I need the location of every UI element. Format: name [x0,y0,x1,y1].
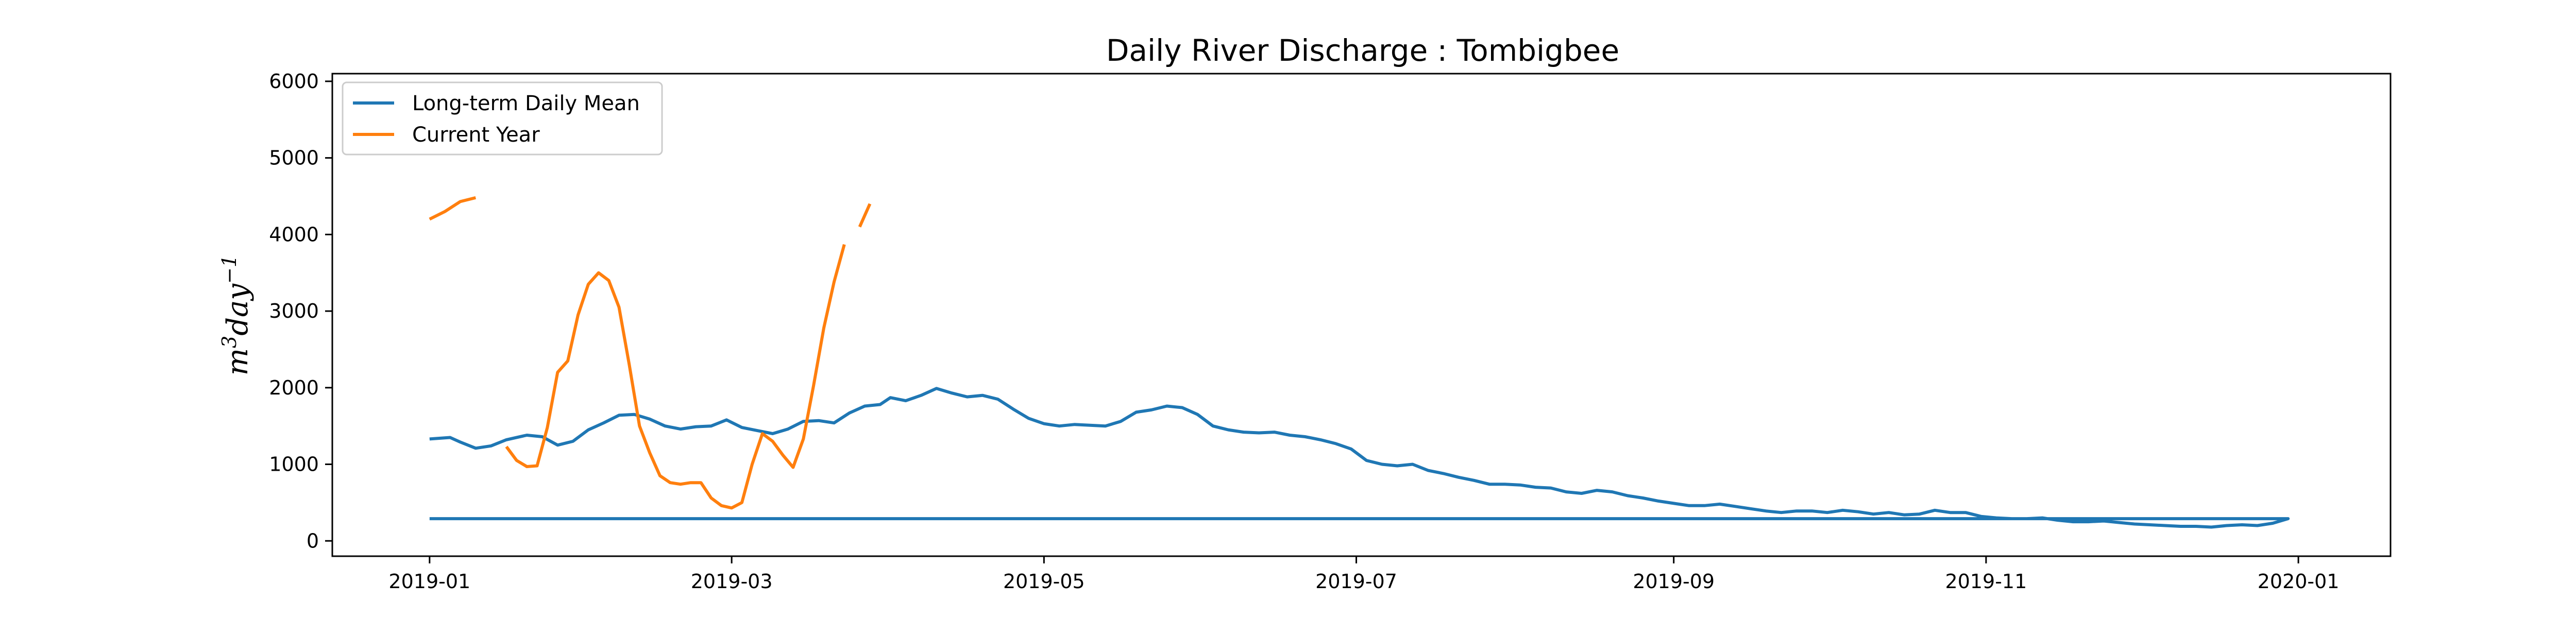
x-tick-label: 2019-05 [1003,570,1085,593]
x-tick-label: 2019-03 [691,570,773,593]
y-tick-label: 6000 [269,70,319,93]
legend-label-current: Current Year [412,123,540,147]
chart-title: Daily River Discharge : Tombigbee [1106,33,1619,68]
legend-label-mean: Long-term Daily Mean [412,92,640,115]
x-tick-label: 2019-09 [1633,570,1715,593]
series-lines [429,196,2290,529]
y-axis: 0 1000 2000 3000 4000 5000 6000 [269,70,332,552]
y-tick-label: 2000 [269,376,319,399]
series-line-1-segment-2 [858,203,872,228]
series-line-0-segment-0 [429,387,2290,529]
x-tick-label: 2019-07 [1315,570,1397,593]
x-tick-label: 2019-01 [388,570,470,593]
y-axis-label-base: m [221,348,255,375]
series-line-1-segment-1 [505,244,846,510]
x-axis: 2019-01 2019-03 2019-05 2019-07 2019-09 2019-… [388,556,2340,593]
y-tick-label: 3000 [269,300,319,322]
x-tick-label: 2019-11 [1945,570,2027,593]
x-tick-label: 2020-01 [2258,570,2340,593]
y-axis-label-exp2: −1 [218,255,241,284]
legend: Long-term Daily Mean Current Year [342,81,663,156]
y-tick-label: 1000 [269,453,319,476]
y-tick-label: 4000 [269,223,319,246]
y-tick-label: 0 [307,529,319,552]
y-tick-label: 5000 [269,147,319,169]
y-axis-label: m3day−1 [218,255,255,375]
legend-box [342,81,663,156]
series-line-1-segment-0 [429,196,477,221]
plot-frame [331,73,2392,557]
y-axis-label-unit: day [221,283,255,336]
y-axis-label-exp1: 3 [218,336,241,348]
